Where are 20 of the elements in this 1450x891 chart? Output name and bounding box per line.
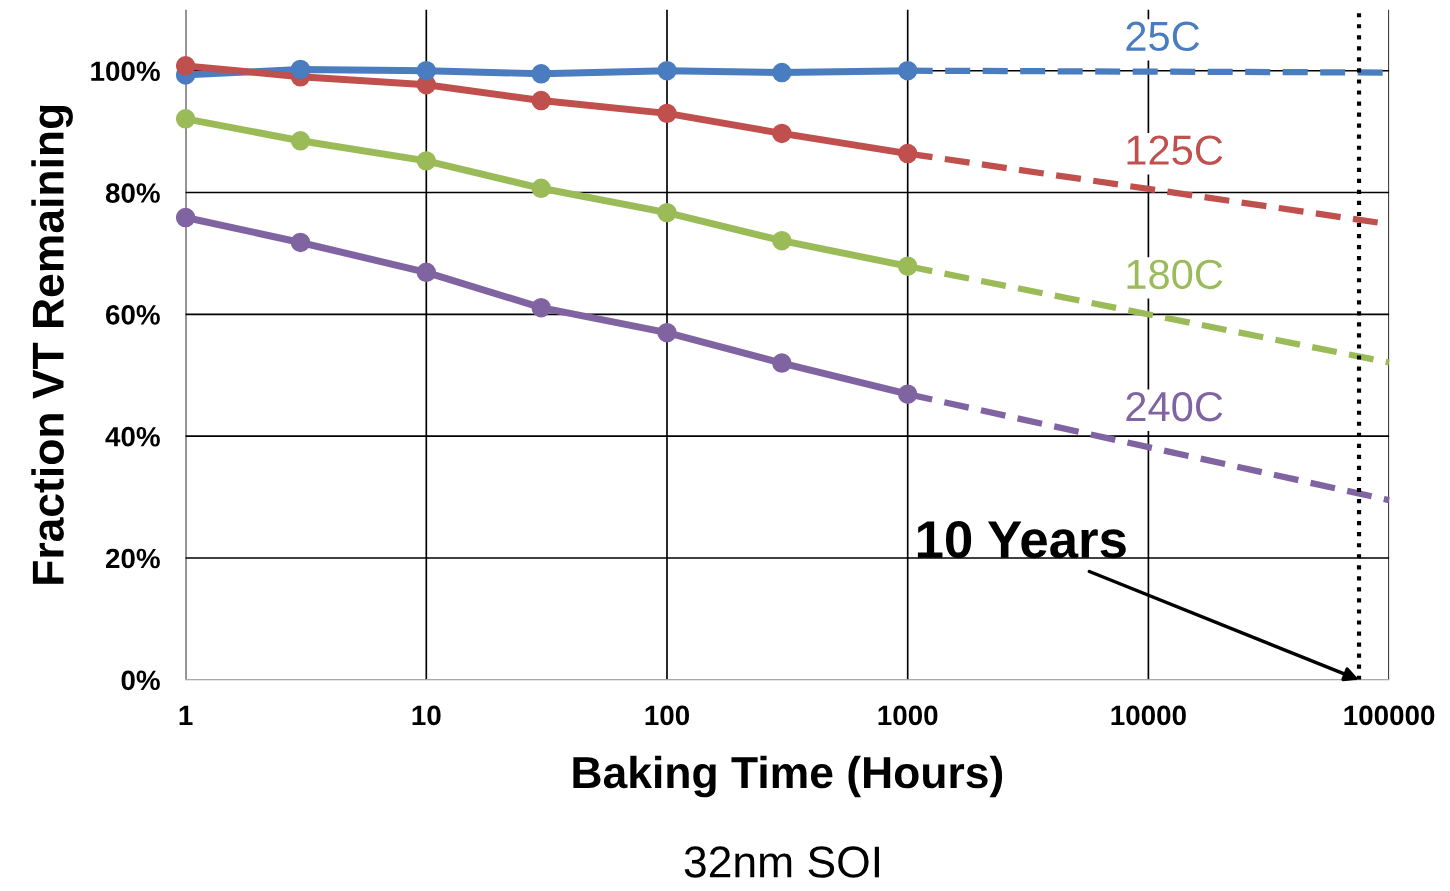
series-label: 125C xyxy=(1127,135,1223,165)
y-tick-label: 100% xyxy=(91,61,160,82)
x-tick-label: 10 xyxy=(412,705,441,726)
text: 32nm SOI xyxy=(684,846,879,878)
x-tick-label: 1 xyxy=(179,705,193,725)
y-tick-label: 40% xyxy=(105,426,160,447)
series-label: 25C xyxy=(1126,21,1200,52)
x-tick-label: 100 xyxy=(645,705,690,726)
y-tick-label: 60% xyxy=(106,305,160,325)
series-label: 180C xyxy=(1127,259,1223,290)
y-axis-title: Fraction VT Remaining xyxy=(31,105,73,584)
x-tick-label: 1000 xyxy=(878,705,938,726)
x-axis-title: Baking Time (Hours) xyxy=(573,755,1003,798)
y-tick-label: 20% xyxy=(105,548,160,569)
annotation: 10 Years xyxy=(917,520,1126,559)
y-tick-label: 80% xyxy=(105,183,160,203)
x-tick-label: 100000 xyxy=(1344,705,1435,726)
x-tick-label: 10000 xyxy=(1111,705,1186,726)
y-tick-label: 0% xyxy=(121,670,160,691)
series-label: 240C xyxy=(1126,391,1223,422)
